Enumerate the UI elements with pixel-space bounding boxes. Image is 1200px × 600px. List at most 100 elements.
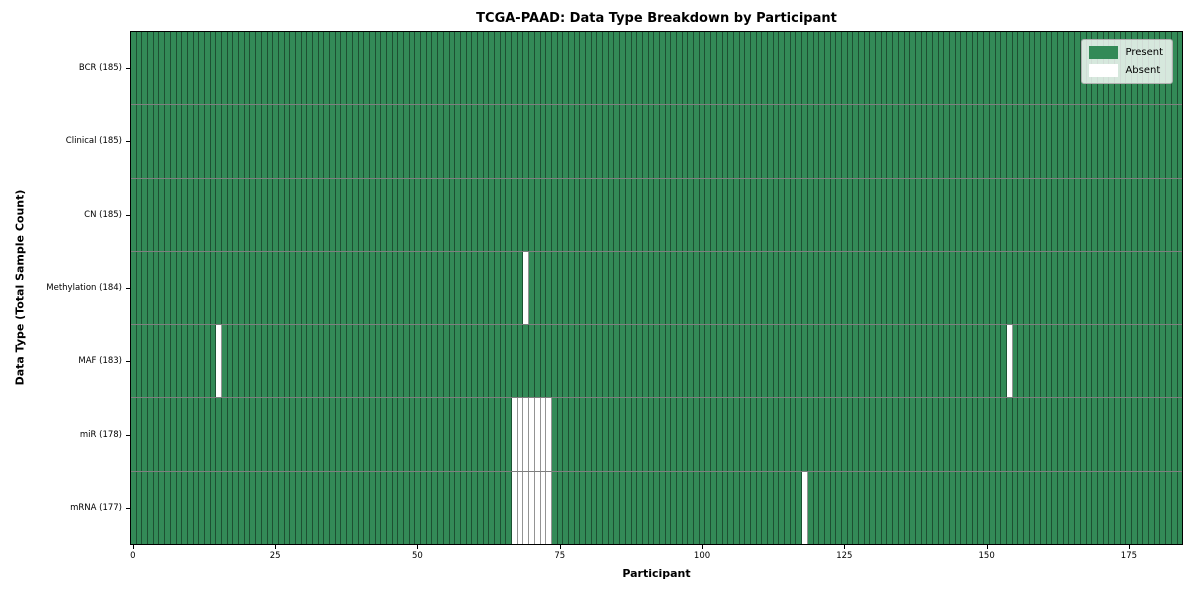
cell-present: [347, 471, 353, 544]
cell-present: [1120, 178, 1127, 251]
cell-present: [642, 105, 649, 178]
cell-present: [728, 105, 734, 178]
cell-present: [807, 178, 814, 251]
cell-present: [1006, 32, 1013, 105]
cell-present: [904, 398, 911, 471]
cell-present: [1075, 105, 1081, 178]
cell-present: [654, 251, 660, 325]
cell-present: [614, 325, 621, 398]
cell-present: [500, 398, 507, 471]
cell-present: [523, 178, 530, 251]
cell-present: [654, 32, 660, 105]
xtick-mark: [844, 545, 846, 549]
cell-present: [199, 32, 205, 105]
cell-present: [324, 178, 331, 251]
cell-present: [1154, 471, 1161, 544]
cell-present: [864, 471, 871, 544]
cell-present: [597, 471, 604, 544]
cell-present: [432, 471, 439, 544]
cell-present: [876, 105, 882, 178]
cell-present: [529, 105, 535, 178]
cell-present: [375, 471, 382, 544]
cell-present: [779, 325, 786, 398]
cell-present: [586, 32, 592, 105]
cell-present: [733, 178, 740, 251]
cell-present: [961, 398, 968, 471]
cell-present: [551, 105, 558, 178]
cell-present: [324, 325, 331, 398]
cell-present: [182, 325, 188, 398]
ytick-label-Clinical: Clinical (185): [65, 136, 122, 147]
cell-present: [819, 178, 825, 251]
cell-present: [745, 105, 751, 178]
cell-present: [773, 32, 780, 105]
cell-present: [733, 32, 740, 105]
cell-present: [182, 32, 188, 105]
cell-present: [921, 398, 928, 471]
cell-present: [779, 178, 786, 251]
cell-present: [239, 178, 245, 251]
cell-present: [142, 32, 149, 105]
cell-present: [671, 471, 677, 544]
cell-present: [921, 105, 928, 178]
cell-present: [1154, 398, 1161, 471]
cell-present: [733, 251, 740, 325]
cell-present: [1086, 398, 1093, 471]
cell-present: [750, 32, 757, 105]
cell-present: [153, 398, 160, 471]
cell-present: [489, 471, 495, 544]
cell-present: [659, 32, 666, 105]
cell-present: [1092, 325, 1098, 398]
cell-present: [1092, 251, 1098, 325]
cell-present: [148, 398, 154, 471]
cell-present: [421, 178, 427, 251]
cell-present: [739, 471, 746, 544]
cell-present: [557, 178, 564, 251]
cell-present: [227, 105, 234, 178]
cell-present: [921, 178, 928, 251]
cell-present: [967, 251, 973, 325]
cell-present: [204, 32, 211, 105]
cell-present: [870, 178, 877, 251]
cell-present: [199, 398, 205, 471]
cell-present: [580, 178, 586, 251]
cell-present: [932, 32, 939, 105]
cell-present: [335, 325, 342, 398]
cell-present: [864, 398, 871, 471]
cell-present: [944, 32, 950, 105]
cell-present: [529, 251, 535, 325]
cell-present: [1126, 471, 1132, 544]
cell-present: [330, 471, 336, 544]
cell-present: [1041, 251, 1047, 325]
cell-present: [1006, 105, 1013, 178]
cell-present: [574, 251, 581, 325]
cell-present: [642, 471, 649, 544]
cell-present: [705, 325, 712, 398]
cell-present: [733, 105, 740, 178]
cell-present: [648, 471, 655, 544]
cell-present: [176, 251, 183, 325]
cell-present: [506, 105, 513, 178]
cell-present: [984, 325, 990, 398]
cell-present: [1177, 398, 1183, 471]
cell-present: [136, 471, 143, 544]
cell-present: [153, 325, 160, 398]
cell-present: [904, 471, 911, 544]
cell-present: [256, 325, 262, 398]
cell-present: [580, 471, 586, 544]
cell-present: [284, 398, 291, 471]
cell-present: [688, 398, 695, 471]
cell-present: [176, 32, 183, 105]
cell-present: [961, 105, 968, 178]
cell-present: [938, 178, 945, 251]
cell-present: [1018, 105, 1024, 178]
cell-absent: [523, 251, 530, 325]
cell-present: [870, 325, 877, 398]
cell-present: [648, 105, 655, 178]
cell-present: [500, 325, 507, 398]
cell-present: [659, 105, 666, 178]
cell-present: [1114, 105, 1121, 178]
cell-present: [1126, 178, 1132, 251]
cell-present: [955, 178, 962, 251]
